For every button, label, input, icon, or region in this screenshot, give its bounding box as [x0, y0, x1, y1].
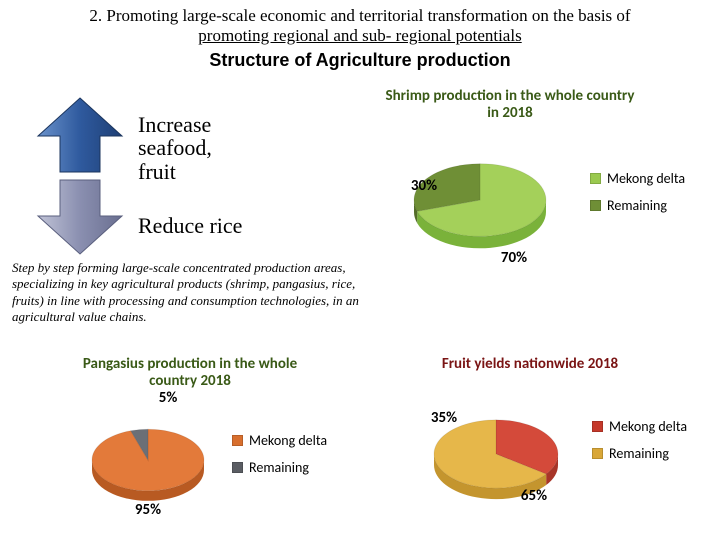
pct-label: 65%	[521, 487, 547, 505]
pct-label: 95%	[135, 501, 161, 519]
header-line2: promoting regional and sub- regional pot…	[198, 26, 521, 45]
legend-swatch	[590, 200, 601, 211]
pangasius-chart-title: Pangasius production in the whole countr…	[60, 356, 320, 391]
shrimp-pie-chart: 70% 30%	[390, 128, 590, 294]
arrow-down-label: Reduce rice	[138, 213, 242, 239]
legend-label: Remaining	[249, 459, 309, 476]
fruit-legend: Mekong delta Remaining	[592, 418, 712, 472]
legend-swatch	[592, 421, 603, 432]
legend-label: Mekong delta	[249, 432, 327, 449]
fruit-pie-chart: 35% 65%	[416, 388, 596, 541]
legend-label: Mekong delta	[609, 418, 687, 435]
legend-swatch	[592, 448, 603, 459]
arrow-up-label: Increaseseafood,fruit	[138, 113, 242, 182]
page-title: 2. Promoting large-scale economic and te…	[0, 0, 720, 48]
legend-item: Mekong delta	[590, 170, 710, 187]
pct-label: 35%	[431, 409, 457, 427]
pangasius-legend: Mekong delta Remaining	[232, 432, 352, 486]
arrows-block: Increaseseafood,fruit Reduce rice	[34, 96, 242, 256]
legend-item: Remaining	[592, 445, 712, 462]
subtitle: Structure of Agriculture production	[0, 50, 720, 71]
arrow-labels: Increaseseafood,fruit Reduce rice	[138, 113, 242, 238]
legend-swatch	[232, 462, 243, 473]
header-line1: 2. Promoting large-scale economic and te…	[89, 6, 630, 25]
shrimp-chart-title: Shrimp production in the whole country i…	[380, 88, 640, 123]
pct-label: 5%	[159, 389, 178, 407]
caption-text: Step by step forming large-scale concent…	[12, 260, 372, 325]
pangasius-pie-chart: 95%5%	[76, 400, 240, 540]
fruit-chart-title: Fruit yields nationwide 2018	[400, 356, 660, 373]
pct-label: 70%	[501, 249, 527, 267]
legend-swatch	[232, 435, 243, 446]
legend-item: Mekong delta	[232, 432, 352, 449]
legend-item: Remaining	[590, 197, 710, 214]
legend-label: Remaining	[607, 197, 667, 214]
up-down-arrows-icon	[34, 96, 126, 256]
pct-label: 30%	[411, 177, 437, 195]
legend-label: Remaining	[609, 445, 669, 462]
legend-item: Mekong delta	[592, 418, 712, 435]
legend-swatch	[590, 173, 601, 184]
legend-label: Mekong delta	[607, 170, 685, 187]
legend-item: Remaining	[232, 459, 352, 476]
shrimp-legend: Mekong delta Remaining	[590, 170, 710, 224]
